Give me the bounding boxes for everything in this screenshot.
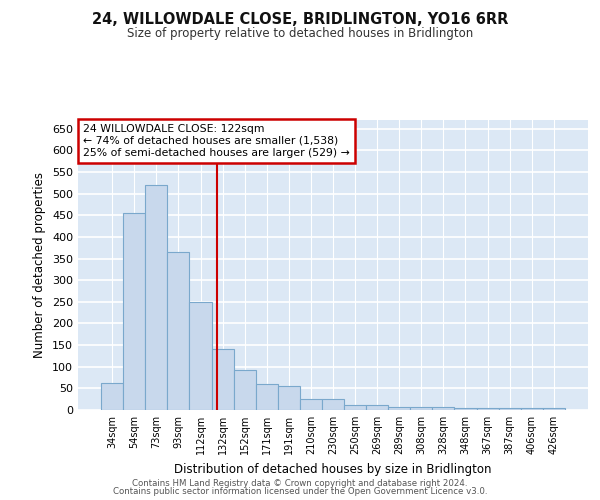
Y-axis label: Number of detached properties: Number of detached properties bbox=[34, 172, 46, 358]
Bar bbox=[344, 405, 366, 410]
Bar bbox=[499, 408, 521, 410]
Text: Contains public sector information licensed under the Open Government Licence v3: Contains public sector information licen… bbox=[113, 487, 487, 496]
Bar bbox=[543, 408, 565, 410]
Bar bbox=[454, 408, 476, 410]
X-axis label: Distribution of detached houses by size in Bridlington: Distribution of detached houses by size … bbox=[174, 462, 492, 475]
Bar bbox=[167, 252, 190, 410]
Text: 24 WILLOWDALE CLOSE: 122sqm
← 74% of detached houses are smaller (1,538)
25% of : 24 WILLOWDALE CLOSE: 122sqm ← 74% of det… bbox=[83, 124, 350, 158]
Bar bbox=[278, 386, 300, 410]
Bar bbox=[300, 399, 322, 410]
Bar bbox=[521, 408, 543, 410]
Bar bbox=[410, 406, 433, 410]
Bar bbox=[233, 370, 256, 410]
Bar bbox=[256, 384, 278, 410]
Bar bbox=[190, 302, 212, 410]
Bar bbox=[433, 406, 454, 410]
Bar bbox=[145, 185, 167, 410]
Text: Contains HM Land Registry data © Crown copyright and database right 2024.: Contains HM Land Registry data © Crown c… bbox=[132, 478, 468, 488]
Bar bbox=[101, 382, 123, 410]
Bar bbox=[366, 405, 388, 410]
Text: 24, WILLOWDALE CLOSE, BRIDLINGTON, YO16 6RR: 24, WILLOWDALE CLOSE, BRIDLINGTON, YO16 … bbox=[92, 12, 508, 28]
Text: Size of property relative to detached houses in Bridlington: Size of property relative to detached ho… bbox=[127, 28, 473, 40]
Bar bbox=[322, 399, 344, 410]
Bar bbox=[123, 213, 145, 410]
Bar bbox=[212, 350, 233, 410]
Bar bbox=[476, 408, 499, 410]
Bar bbox=[388, 406, 410, 410]
